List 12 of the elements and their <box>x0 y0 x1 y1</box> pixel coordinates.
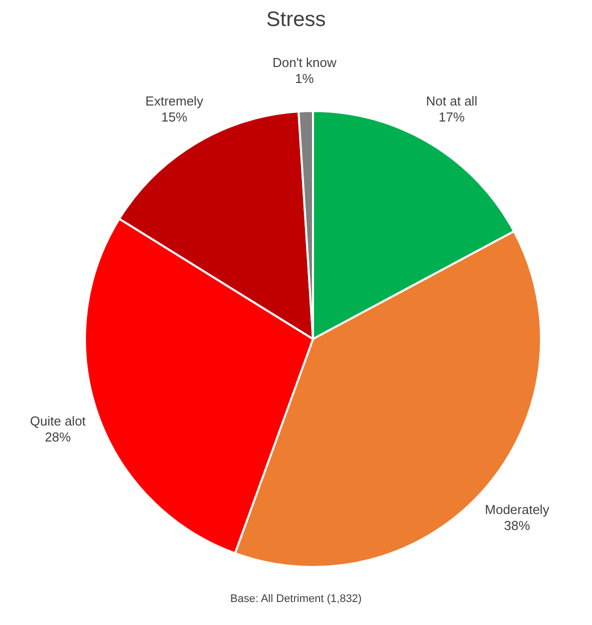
slice-label: Moderately <box>484 502 550 517</box>
slice-label: Not at all <box>426 93 478 108</box>
data-label: 15% <box>161 109 188 124</box>
slice-label: Quite alot <box>30 413 86 428</box>
data-label: 17% <box>438 109 466 124</box>
slice-label: Extremely <box>145 93 204 108</box>
data-label: 28% <box>44 429 72 444</box>
data-label: 1% <box>295 71 314 86</box>
slice-label: Don't know <box>272 55 337 70</box>
data-label: 38% <box>504 518 530 533</box>
text: Base: All Detriment (1,832) <box>229 593 363 605</box>
chart-title: Stress <box>265 8 327 32</box>
